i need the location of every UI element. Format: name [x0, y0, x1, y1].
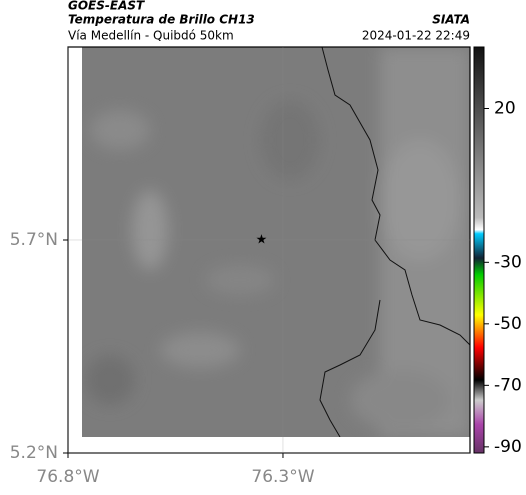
y-tick-label: 5.2°N — [10, 443, 58, 463]
x-tick-label: 76.3°W — [251, 467, 314, 487]
colorbar-label: 20 — [494, 99, 516, 119]
location-marker: ★ — [256, 232, 268, 247]
colorbar-label: -30 — [494, 252, 522, 272]
colorbar — [473, 46, 485, 454]
colorbar-label: -70 — [494, 375, 522, 395]
y-tick-label: 5.7°N — [10, 230, 58, 250]
subtitle: Temperatura de Brillo CH13 — [68, 13, 255, 27]
colorbar-label: -50 — [494, 314, 522, 334]
route: Vía Medellín - Quibdó 50km — [68, 29, 234, 43]
colorbar-label: -90 — [494, 437, 522, 457]
overlay: 76.8°W 76.3°W 5.7°N 5.2°N ★ 20 -30 -50 -70 -90 — [10, 47, 522, 487]
x-tick-label: 76.8°W — [36, 467, 99, 487]
timestamp: 2024-01-22 22:49 — [362, 29, 470, 43]
source: SIATA — [432, 13, 470, 27]
title: GOES-EAST — [68, 0, 145, 13]
border-line — [319, 47, 470, 437]
satellite-image — [82, 47, 470, 437]
